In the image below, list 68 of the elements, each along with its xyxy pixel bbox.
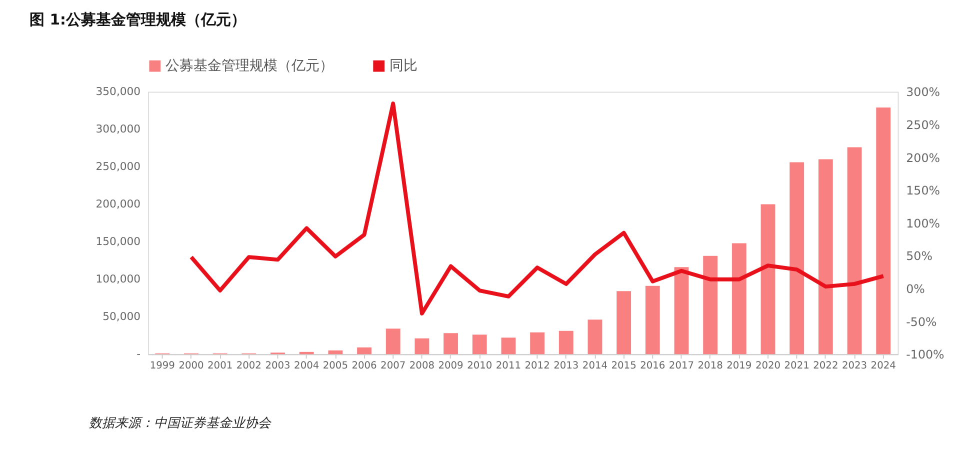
bar: [703, 256, 718, 354]
y-tick-label: 250,000: [96, 160, 141, 174]
x-tick-label: 2007: [380, 360, 406, 372]
bar: [357, 347, 372, 354]
bar: [818, 159, 833, 354]
y-tick-label: -: [136, 348, 141, 361]
y2-tick-label: 300%: [906, 85, 940, 100]
bar: [760, 204, 776, 354]
bar: [732, 243, 746, 354]
bar: [501, 338, 516, 354]
x-tick-label: 2019: [726, 360, 752, 372]
x-tick-label: 1999: [150, 360, 175, 372]
y2-tick-label: 50%: [906, 249, 932, 264]
bar: [530, 332, 545, 354]
x-tick-label: 2006: [352, 360, 377, 372]
y-tick-label: 100,000: [96, 272, 141, 286]
x-tick-label: 2003: [265, 360, 290, 372]
x-tick-label: 2021: [784, 360, 810, 372]
x-tick-label: 2024: [870, 360, 896, 372]
x-tick-label: 2001: [208, 360, 233, 372]
x-tick-label: 2017: [668, 360, 694, 372]
bar: [876, 107, 891, 354]
x-tick-label: 2002: [236, 360, 262, 372]
x-tick-label: 2014: [582, 360, 608, 372]
bar: [472, 334, 487, 354]
bar: [414, 338, 430, 354]
bar: [790, 162, 804, 354]
y2-tick-label: 0%: [906, 282, 925, 296]
y2-tick-label: 250%: [906, 118, 940, 132]
bar: [674, 267, 689, 354]
bar: [444, 333, 458, 354]
legend-label: 公募基金管理规模（亿元）: [166, 58, 334, 74]
x-tick-label: 2000: [178, 360, 204, 372]
y-tick-label: 200,000: [96, 198, 141, 211]
x-tick-label: 2004: [294, 360, 320, 372]
y2-tick-label: -50%: [906, 314, 937, 329]
x-tick-label: 2005: [322, 360, 348, 372]
y2-tick-label: 150%: [906, 184, 940, 198]
bar: [847, 147, 862, 354]
chart-title: 图 1:公募基金管理规模（亿元）: [30, 12, 246, 29]
bar: [616, 291, 632, 354]
y-tick-label: 150,000: [96, 235, 141, 248]
bar: [386, 328, 400, 354]
y2-tick-label: 100%: [906, 216, 940, 230]
line-series: [189, 102, 886, 316]
x-tick-label: 2011: [496, 360, 522, 372]
bar: [328, 350, 343, 354]
y-tick-label: 50,000: [102, 310, 141, 324]
x-tick-label: 2009: [438, 360, 464, 372]
x-tick-label: 2012: [524, 360, 550, 372]
x-tick-label: 2015: [611, 360, 636, 372]
x-tick-label: 2023: [842, 360, 868, 372]
x-tick-label: 2013: [554, 360, 579, 372]
y2-tick-label: -100%: [906, 348, 944, 362]
y-tick-label: 300,000: [96, 122, 141, 136]
y2-tick-label: 200%: [906, 150, 940, 165]
x-tick-label: 2008: [409, 360, 434, 372]
bar: [558, 330, 574, 354]
x-tick-label: 2020: [755, 360, 781, 372]
x-tick-label: 2018: [698, 360, 723, 372]
x-tick-label: 2022: [813, 360, 838, 372]
y-tick-label: 350,000: [96, 85, 141, 98]
source-note: 数据来源：中国证券基金业协会: [88, 416, 272, 432]
bar: [645, 286, 660, 354]
x-tick-label: 2016: [640, 360, 666, 372]
bar: [588, 320, 602, 354]
legend-label: 同比: [390, 58, 418, 74]
x-tick-label: 2010: [467, 360, 492, 372]
